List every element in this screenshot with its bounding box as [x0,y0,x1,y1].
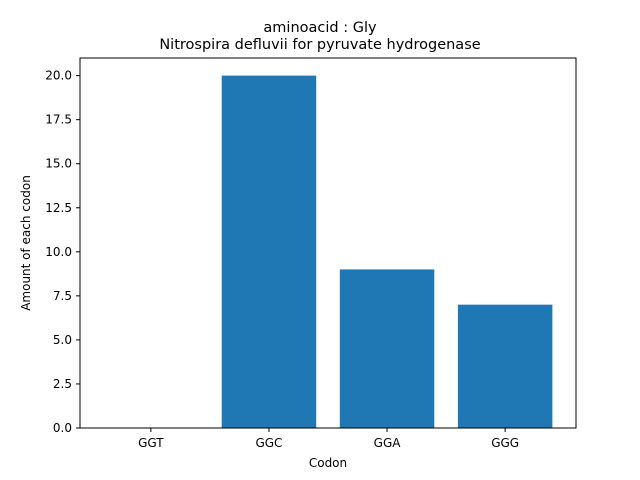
x-tick-label: GGC [255,436,282,450]
y-axis-label: Amount of each codon [19,175,33,311]
y-tick-label: 10.0 [45,245,72,259]
x-tick-label: GGA [374,436,402,450]
y-tick-label: 17.5 [45,113,72,127]
x-axis-label: Codon [309,456,347,470]
plot-frame [79,57,577,429]
y-tick-label: 15.0 [45,157,72,171]
y-axis: 0.0 2.5 5.0 7.5 10.0 12.5 15.0 17.5 20.0 [45,69,80,435]
bar-GGA [339,269,435,428]
bar-GGC [221,75,317,428]
y-tick-label: 0.0 [53,421,72,435]
x-axis: GGT GGC GGA GGG [138,428,519,450]
bars-group [221,75,553,428]
y-tick-label: 20.0 [45,69,72,83]
y-tick-label: 12.5 [45,201,72,215]
y-tick-label: 7.5 [53,289,72,303]
y-tick-label: 2.5 [53,377,72,391]
chart-subtitle: Nitrospira defluvii for pyruvate hydroge… [159,37,480,53]
x-tick-label: GGG [491,436,519,450]
bar-GGG [457,304,553,428]
x-tick-label: GGT [138,436,164,450]
y-tick-label: 5.0 [53,333,72,347]
chart-title: aminoacid : Gly [263,20,377,36]
